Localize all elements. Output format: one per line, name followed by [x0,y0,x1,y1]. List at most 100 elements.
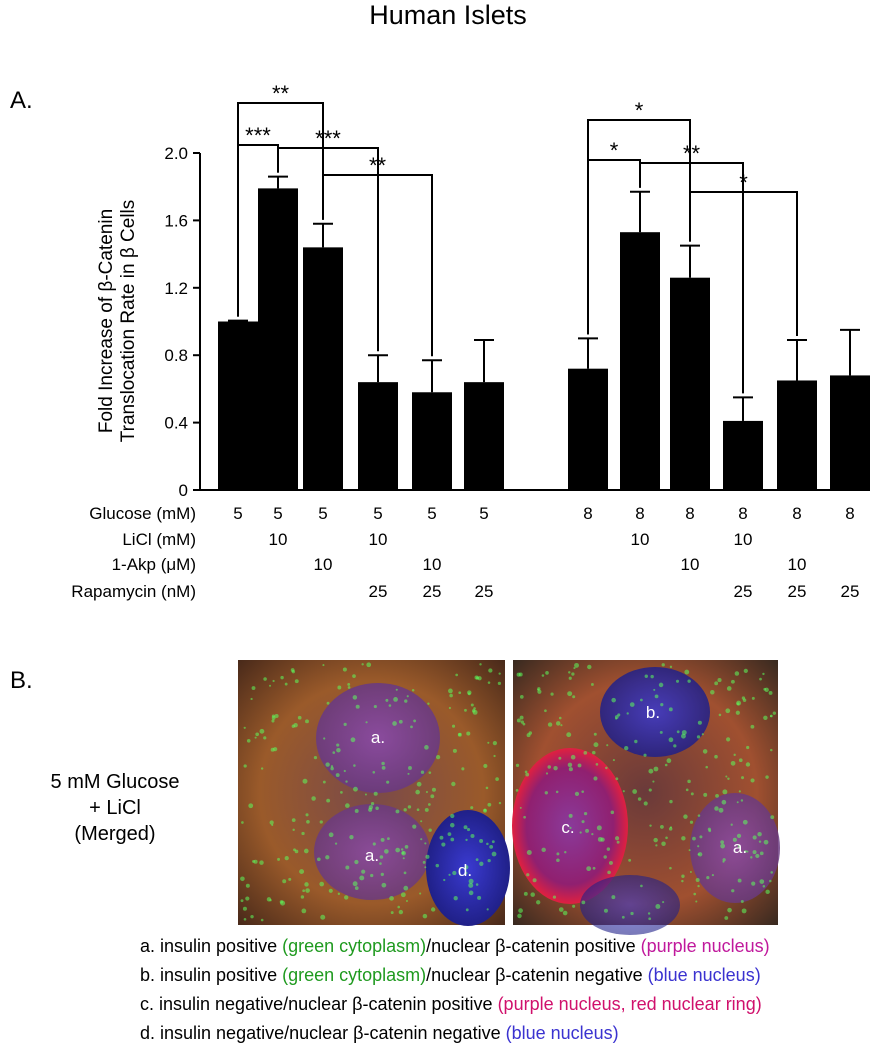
treatment-value: 25 [788,582,807,601]
green-dot [345,865,350,870]
green-dot [593,776,598,781]
green-dot [568,767,573,772]
green-dot [720,843,726,849]
green-dot [612,759,615,762]
green-dot [370,873,374,878]
green-dot [386,780,390,784]
green-dot [479,663,482,666]
significance-label: * [739,170,748,195]
green-dot [684,669,690,675]
green-dot [450,813,455,819]
green-dot [403,871,407,875]
green-dot [526,873,530,877]
green-dot [558,907,564,912]
green-dot [660,703,664,707]
green-dot [530,892,535,897]
green-dot [763,715,768,721]
green-dot [555,790,559,794]
green-dots [240,662,777,922]
green-dot [655,844,658,847]
green-dot [401,850,406,856]
green-dot [740,799,744,802]
green-dot [520,720,524,724]
green-dot [644,674,648,678]
cell-label: a. [365,846,379,865]
green-dot [714,754,718,759]
legend-segment: a. insulin positive [140,936,282,956]
green-dot [772,711,777,715]
chart-title: Human Islets [369,0,527,30]
green-dot [586,866,592,872]
green-dot [350,737,356,743]
green-dot [452,748,457,753]
green-dot [556,852,560,856]
green-dot [316,857,321,862]
green-dot [711,873,714,877]
green-dot [621,915,625,919]
green-dot [254,736,257,739]
bar [412,392,452,490]
green-dot [596,825,602,831]
green-dot [696,735,701,739]
green-dot [697,852,703,857]
green-dot [572,904,576,908]
green-dot [336,743,340,747]
green-dot [375,806,379,811]
cell-label: a. [371,728,385,747]
green-dot [243,764,247,768]
green-dot [606,847,611,851]
green-dot [765,889,770,895]
green-dot [464,865,469,870]
green-dot [290,668,295,672]
green-dot [424,842,427,845]
green-dot [385,698,389,702]
green-dot [450,822,455,828]
green-dot [277,857,281,861]
green-dot [608,860,613,865]
green-dot [297,715,302,720]
green-dot [648,788,652,792]
green-dot [762,672,765,676]
green-dot [479,861,484,866]
green-dot [483,808,487,813]
significance-label: ** [272,81,290,106]
green-dot [240,876,245,882]
green-dot [400,848,404,851]
green-dot [248,803,254,809]
green-dot [322,664,325,667]
green-dot [517,913,522,919]
green-dot [751,696,755,700]
green-dot [461,767,465,771]
green-dot [340,791,343,794]
green-dot [466,731,471,736]
green-dot [457,732,462,737]
green-dot [736,702,740,706]
bar [218,321,258,490]
green-dot [676,730,680,734]
green-dot [526,849,532,855]
green-dot [541,847,546,853]
green-dot [516,718,521,723]
green-dot [487,741,490,744]
green-dot [583,751,588,755]
green-dot [750,856,753,859]
green-dot [606,744,609,747]
green-dot [690,792,694,796]
green-dot [730,760,736,766]
treatment-label: 1-Akp (μM) [112,555,196,574]
green-dot [669,665,673,669]
green-dot [518,672,523,677]
green-dot [519,695,524,699]
green-dot [424,866,427,869]
green-dot [746,850,749,853]
green-dot [759,851,764,856]
green-dot [260,918,264,922]
green-dot [724,916,729,920]
green-dot [567,691,573,697]
green-dot [567,762,573,768]
green-dot [770,748,773,752]
green-dot [622,790,625,793]
green-dot [727,777,730,781]
green-dot [681,836,686,841]
green-dot [573,666,576,670]
